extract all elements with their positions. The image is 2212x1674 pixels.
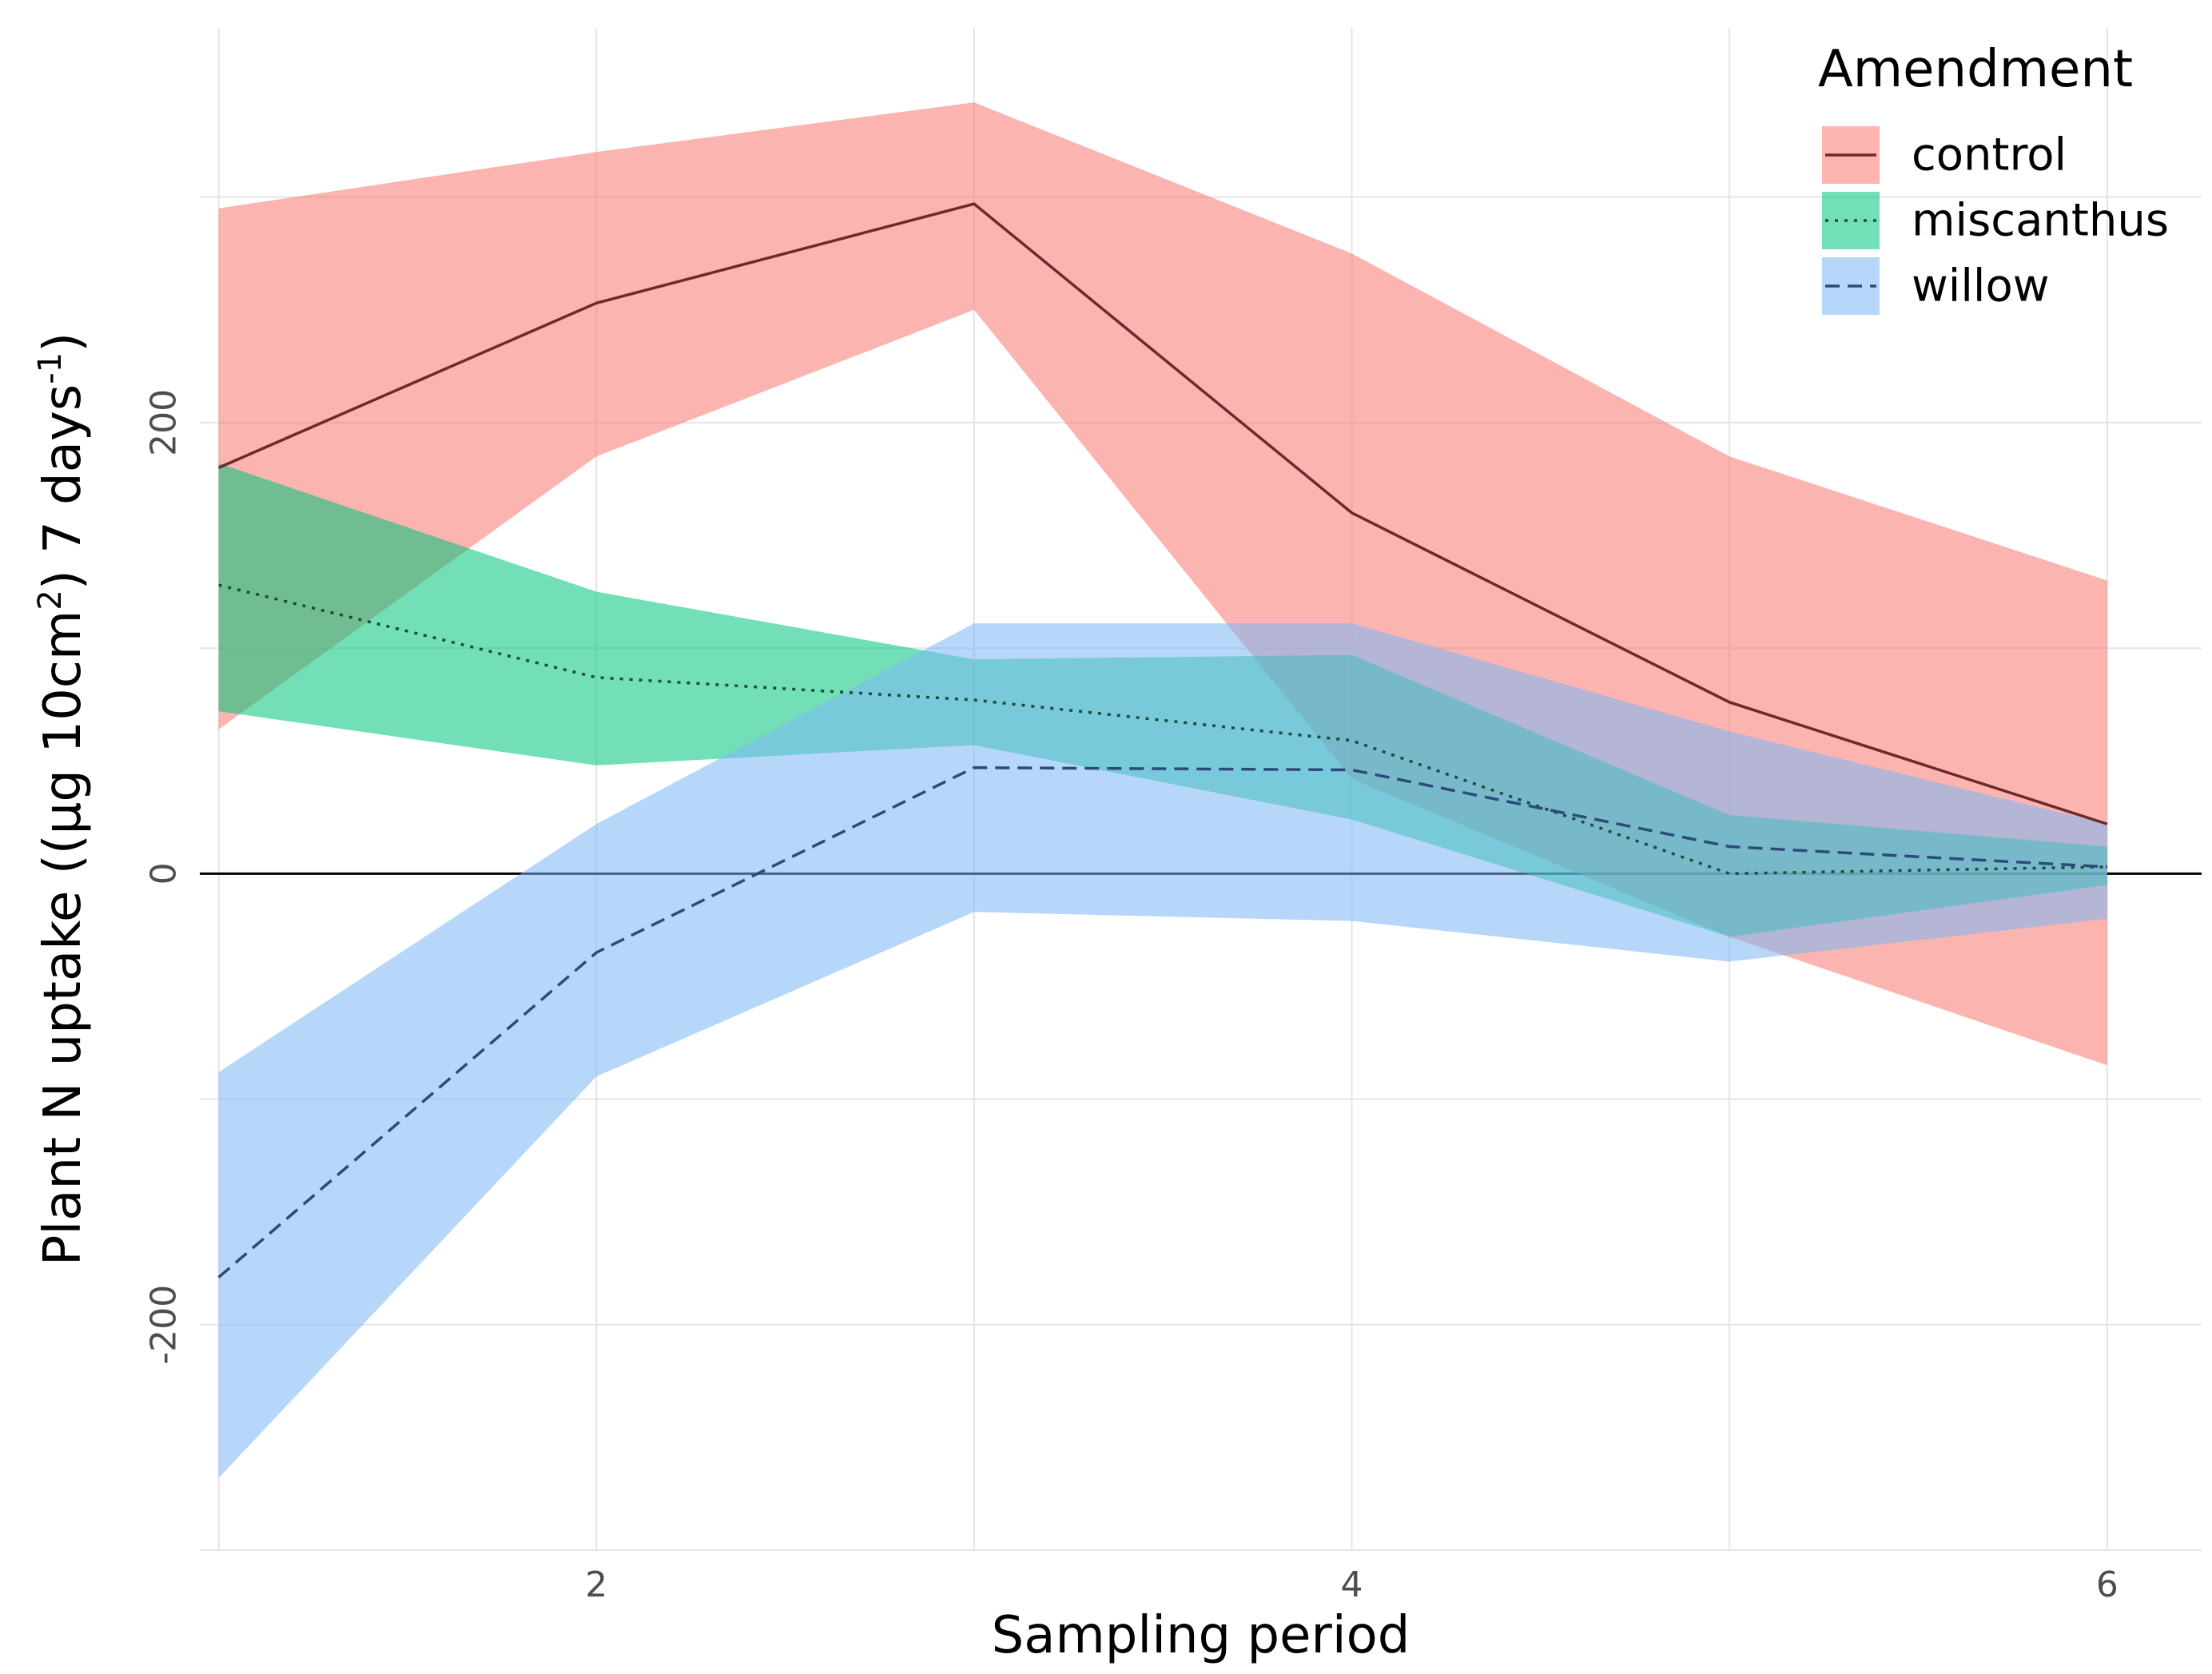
band-willow [218, 623, 2107, 1478]
line-control [217, 202, 2108, 825]
y-axis-title-suffix: ) [34, 332, 93, 352]
y-tick-label-0: 0 [144, 862, 185, 885]
legend-label-willow: willow [1912, 260, 2050, 312]
y-axis-title-prefix: Plant N uptake ((µg 10cm [34, 610, 93, 1266]
legend-label-miscanthus: miscanthus [1912, 195, 2169, 247]
x-tick-label-6: 6 [2096, 1565, 2119, 1605]
legend-title: Amendment [1818, 40, 2133, 99]
series-lines [217, 202, 2108, 1278]
x-tick-label-2: 2 [585, 1565, 607, 1605]
legend-label-control: control [1912, 129, 2067, 181]
line-willow [217, 765, 2107, 1278]
y-axis-title-middle: ) 7 days [34, 384, 93, 590]
legend: Amendment control miscanthus willow [1818, 40, 2169, 315]
y-axis-title-sup2: -1 [32, 352, 69, 384]
y-axis-title-sup1: 2 [32, 590, 69, 610]
y-axis-title: Plant N uptake ((µg 10cm2) 7 days-1) [32, 332, 93, 1266]
legend-key-miscanthus [1822, 192, 1880, 249]
x-tick-label-4: 4 [1341, 1565, 1363, 1605]
y-tick-label-200: 200 [144, 389, 185, 456]
tick-labels: 2 4 6 -200 0 200 [144, 389, 2119, 1605]
confidence-bands [218, 102, 2107, 1478]
y-tick-label--200: -200 [144, 1285, 185, 1365]
x-axis-title: Sampling period [992, 1606, 1410, 1665]
